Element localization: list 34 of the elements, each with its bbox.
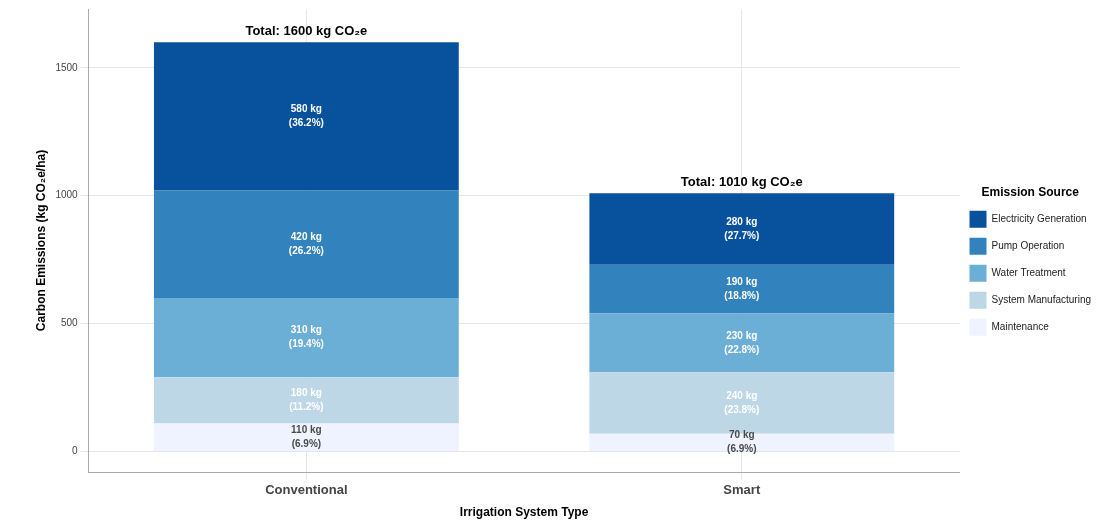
legend-label: Electricity Generation [991,212,1087,224]
x-tick-label: Smart [723,482,761,498]
data-label: 580 kg (36.2%) [288,103,324,129]
legend-label: Maintenance [991,320,1050,332]
y-tick-label: 500 [60,317,79,329]
data-label: 230 kg (22.8%) [724,329,760,355]
data-label: 70 kg (6.9%) [727,429,757,455]
bar [589,193,895,265]
bar [589,313,895,373]
data-label: 190 kg (18.8%) [724,275,760,301]
bar [153,377,459,424]
legend-title: Emission Source [981,184,1080,199]
total-label: Total: 1010 kg CO₂e [680,174,803,190]
bar [153,423,459,452]
legend-label: System Manufacturing [991,293,1092,305]
data-label: 280 kg (27.7%) [724,215,760,241]
y-tick-label: 1500 [55,61,79,73]
data-label: 420 kg (26.2%) [288,231,324,257]
total-label: Total: 1600 kg CO₂e [245,23,368,39]
bar [153,190,459,299]
data-label: 240 kg (23.8%) [724,389,760,415]
legend-label: Water Treatment [991,266,1066,278]
x-tick-label: Conventional [265,482,348,498]
bar [153,298,459,378]
bar [153,42,459,191]
bar [589,264,895,314]
x-axis-title: Irrigation System Type [459,505,589,520]
y-tick-label: 0 [72,445,79,457]
data-label: 310 kg (19.4%) [288,324,324,350]
data-label: 180 kg (11.2%) [289,387,324,413]
legend-label: Pump Operation [991,239,1065,251]
y-axis-title: Carbon Emissions (kg CO₂e/ha) [33,149,48,332]
data-label: 110 kg (6.9%) [291,423,322,449]
y-tick-label: 1000 [55,189,79,201]
